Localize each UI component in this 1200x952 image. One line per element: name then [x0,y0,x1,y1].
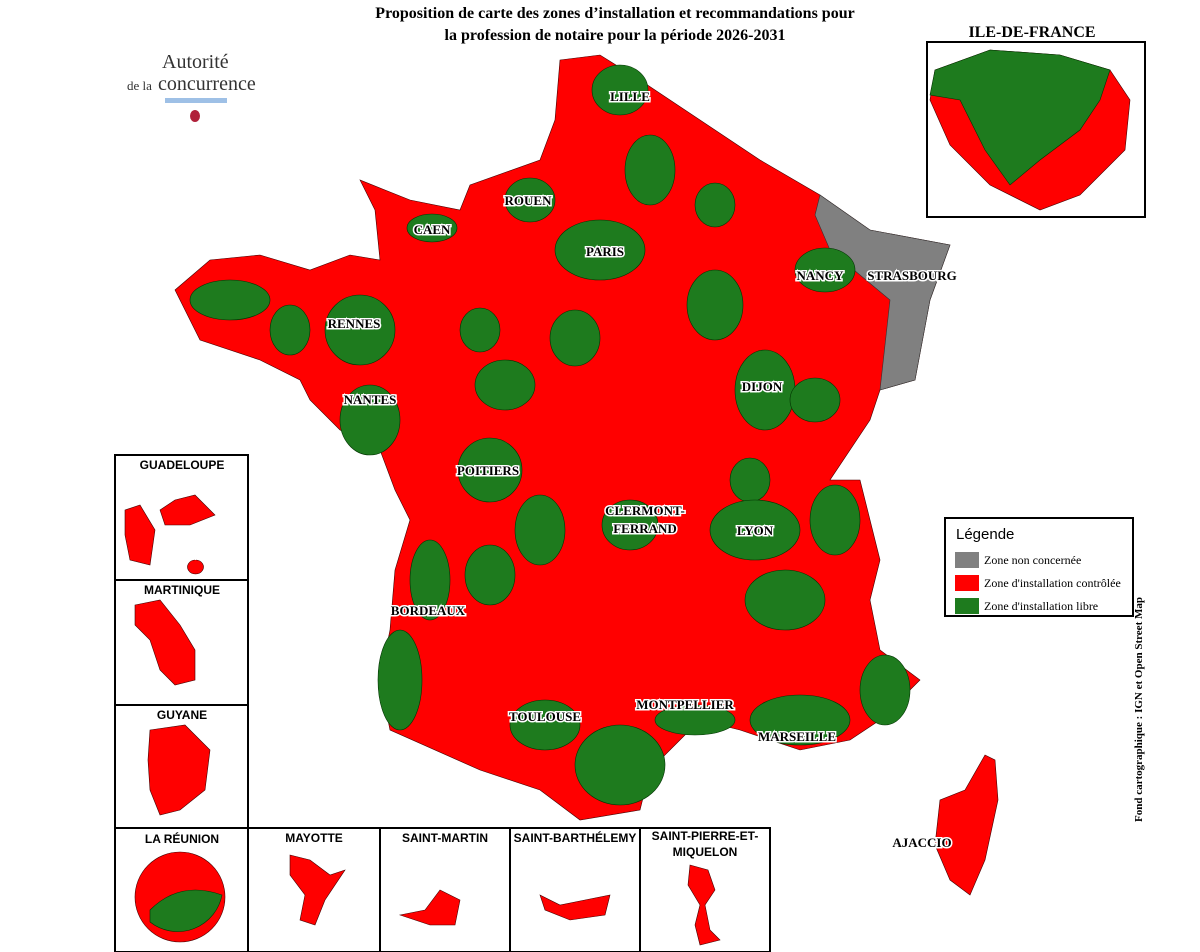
legend-swatch [955,575,979,591]
zone [654,704,736,736]
legend-swatch [955,598,979,614]
inset-title: SAINT-BARTHÉLEMY [514,830,637,845]
title-line: Proposition de carte des zones d’install… [375,5,854,22]
city-label: LYON [737,523,774,538]
zone [789,377,841,423]
mainland [174,54,999,896]
island [687,864,721,946]
island [124,494,216,575]
legend: Légende Zone non concernée Zone d'install… [944,517,1134,617]
free-zones [189,64,911,806]
island [398,889,461,926]
city-labels: LILLE ROUEN CAEN PARIS NANCY STRASBOURG … [326,88,958,852]
inset-title: GUADELOUPE [140,458,225,472]
city-label: MARSEILLE [758,729,836,744]
zone [514,494,566,566]
zone [749,694,851,746]
island [134,599,196,686]
inset-box [379,827,511,952]
title-line: la profession de notaire pour la période… [445,27,786,44]
legend-label: Zone non concernée [984,553,1081,567]
city-label: NANCY [797,268,845,283]
city-label: AJACCIO [892,835,951,850]
legend-label: Zone d'installation contrôlée [984,576,1121,590]
zone [149,889,223,932]
insets: ILE-DE-FRANCE GUADELOUPE MARTINIQUE GUYA… [114,24,1146,952]
logo: Autorité de la concurrence [127,51,256,122]
logo-text: Autorité [162,51,229,73]
city-label: BORDEAUX [391,603,466,618]
city-label: POITIERS [457,463,519,478]
island [289,854,346,926]
zone [859,654,911,726]
inset-title: GUYANE [157,708,207,722]
zone [474,359,536,411]
city-label: FERRAND [613,521,677,536]
zone [744,569,826,631]
zone [324,294,396,366]
zone [591,64,649,116]
zone [406,213,458,243]
island [147,724,211,816]
corsica [934,754,999,896]
logo-bar [165,98,227,103]
zone [377,629,423,731]
zone [509,699,581,751]
city-label: CLERMONT- [605,503,685,518]
zone [809,484,861,556]
island [539,894,611,921]
inset-box [509,827,641,952]
zone [549,309,601,367]
inset-title: MIQUELON [673,845,738,859]
zone [269,304,311,356]
source: Fond cartographique : IGN et Open Street… [1133,597,1145,822]
city-label: ROUEN [505,193,553,208]
city-label: DIJON [742,379,783,394]
zone [339,384,401,456]
zone [601,499,659,551]
zone [574,724,666,806]
zone [794,247,856,293]
zone [709,499,801,561]
logo-text: de la [127,78,152,93]
zone [624,134,676,206]
city-label: LILLE [610,89,650,104]
logo-text: concurrence [158,73,256,95]
inset-title: MARTINIQUE [144,583,220,597]
city-label: RENNES [328,316,381,331]
zone [929,49,1111,186]
zone [409,539,451,621]
logo-dot [190,110,200,122]
inset-title: ILE-DE-FRANCE [968,24,1095,41]
city-label: PARIS [586,244,624,259]
city-label: TOULOUSE [509,709,581,724]
legend-title: Légende [956,526,1014,543]
zone [457,437,523,503]
inset-title: SAINT-PIERRE-ET- [652,829,759,843]
zone [189,279,271,321]
zone [554,219,646,281]
city-label: NANTES [344,392,397,407]
legend-label: Zone d'installation libre [984,599,1098,613]
zone [814,194,951,391]
city-label: MONTPELLIER [636,697,734,712]
inset-title: MAYOTTE [285,831,343,845]
legend-swatch [955,552,979,568]
city-label: CAEN [414,222,451,237]
city-label: STRASBOURG [867,268,957,283]
zone [459,307,501,353]
zone [504,177,556,223]
zone [464,544,516,606]
zone [686,269,744,341]
zone [729,457,771,503]
inset-title: SAINT-MARTIN [402,831,488,845]
inset-title: LA RÉUNION [145,831,219,846]
zone [694,182,736,228]
